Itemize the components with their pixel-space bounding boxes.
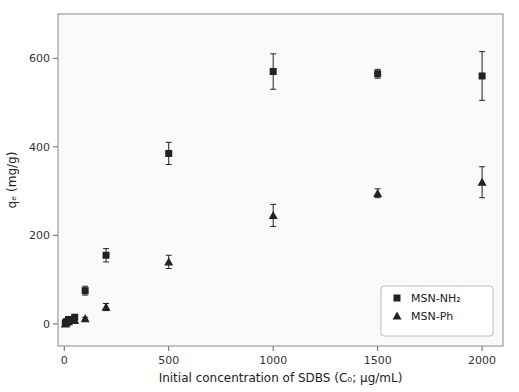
point <box>103 252 110 259</box>
point <box>70 316 79 324</box>
point <box>82 287 89 294</box>
error-bar <box>375 69 381 78</box>
error-bar <box>479 52 485 101</box>
legend-label: MSN-Ph <box>411 310 453 323</box>
y-tick <box>53 235 58 236</box>
y-tick <box>53 146 58 147</box>
x-tick-label: 0 <box>61 354 68 367</box>
x-tick-label: 500 <box>158 354 179 367</box>
series <box>62 52 486 327</box>
plot-background <box>58 14 503 346</box>
point <box>64 317 73 325</box>
x-tick <box>64 346 65 351</box>
x-tick <box>168 346 169 351</box>
point <box>478 178 487 186</box>
chart: 0 500 1000 1500 2000 0 200 400 600 Initial concen… <box>0 0 519 392</box>
legend-box <box>381 286 493 336</box>
y-tick-label: 400 <box>29 141 50 154</box>
y-tick <box>53 323 58 324</box>
y-axis-label: qₑ (mg/g) <box>5 152 19 209</box>
point <box>374 70 381 77</box>
point <box>164 257 173 265</box>
error-bar <box>103 249 109 262</box>
axes: 0 500 1000 1500 2000 0 200 400 600 <box>29 14 503 367</box>
legend: MSN-NH₂ MSN-Ph <box>381 286 493 336</box>
plot-frame <box>58 14 503 346</box>
error-bar <box>270 54 276 89</box>
x-tick-label: 1000 <box>259 354 287 367</box>
error-bar <box>82 286 88 295</box>
point <box>270 68 277 75</box>
y-tick-label: 600 <box>29 52 50 65</box>
x-tick-label: 1500 <box>364 354 392 367</box>
y-tick <box>53 58 58 59</box>
point <box>102 303 111 311</box>
x-axis-label: Initial concentration of SDBS (C₀; μg/mL… <box>159 371 403 385</box>
point <box>81 314 90 322</box>
chart-container: 0 500 1000 1500 2000 0 200 400 600 Initial concen… <box>0 0 519 392</box>
legend-label: MSN-NH₂ <box>411 292 461 305</box>
x-tick <box>482 346 483 351</box>
y-tick-label: 200 <box>29 229 50 242</box>
series <box>61 167 487 328</box>
x-tick <box>377 346 378 351</box>
point <box>479 72 486 79</box>
legend-symbol <box>393 312 402 320</box>
legend-symbol <box>394 295 401 302</box>
y-tick-label: 0 <box>43 318 50 331</box>
point <box>373 189 382 197</box>
error-bar <box>166 142 172 164</box>
point <box>269 211 278 219</box>
x-tick-label: 2000 <box>468 354 496 367</box>
point <box>165 150 172 157</box>
x-tick <box>273 346 274 351</box>
